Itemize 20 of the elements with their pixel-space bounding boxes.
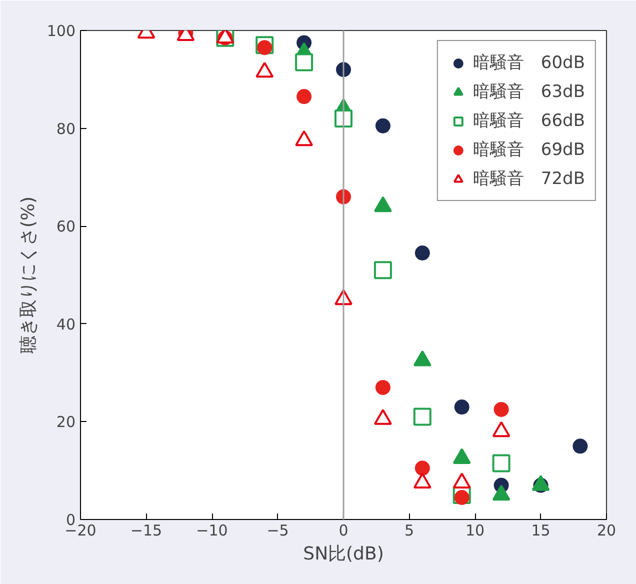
legend-label: 暗騒音 63dB (472, 81, 585, 103)
x-tick-label: −10 (196, 522, 228, 540)
y-axis-title: 聴き取りにくさ(%) (18, 196, 39, 354)
legend-label: 暗騒音 66dB (472, 110, 585, 132)
x-tick-label: 10 (465, 522, 485, 540)
x-tick-label: 5 (404, 522, 414, 540)
x-tick-label: 20 (596, 522, 616, 540)
legend-label: 暗騒音 72dB (472, 168, 585, 190)
x-tick-label: −5 (266, 522, 289, 540)
x-axis-title: SN比(dB) (303, 544, 384, 564)
y-tick-label: 20 (56, 413, 76, 432)
y-tick-label: 40 (56, 315, 76, 334)
legend-label: 暗騒音 69dB (472, 139, 585, 161)
y-tick-label: 60 (56, 218, 76, 236)
x-tick-label: −15 (130, 522, 162, 540)
y-tick-label: 100 (46, 22, 76, 40)
x-tick-label: 15 (531, 522, 550, 540)
x-tick-label: 0 (338, 522, 348, 540)
legend-label: 暗騒音 60dB (472, 52, 585, 74)
y-tick-label: 80 (56, 120, 76, 138)
